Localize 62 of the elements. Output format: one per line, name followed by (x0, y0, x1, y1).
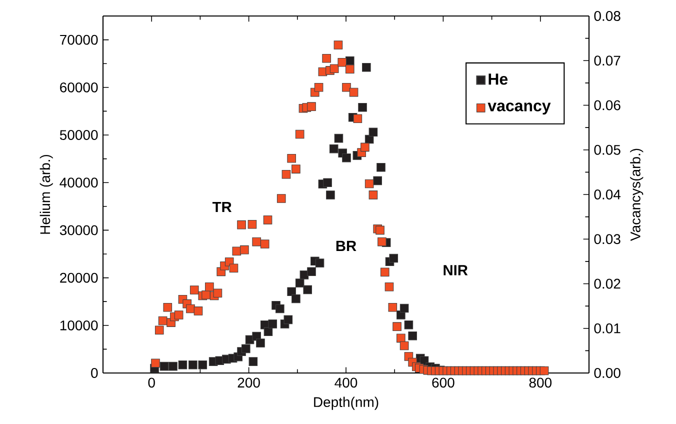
y-axis-title: Helium (arb.) (40, 154, 53, 234)
y-tick-label: 70000 (60, 34, 98, 45)
y-tick-label: 10000 (60, 320, 98, 330)
point (292, 294, 300, 304)
point (198, 360, 208, 370)
point (307, 267, 316, 276)
y-tick-label: 20000 (60, 272, 98, 283)
point (160, 362, 169, 371)
y-tick-label: 50000 (60, 130, 98, 140)
y2-tick-label: 0.07 (594, 56, 620, 66)
point (389, 254, 398, 263)
point (373, 176, 382, 186)
point (334, 134, 344, 143)
y2-tick-label: 0.01 (594, 323, 620, 334)
y2-axis-title: Vacancys(arb.) (630, 148, 644, 241)
point (315, 258, 324, 268)
point (284, 315, 293, 324)
x-tick-label: 0 (148, 378, 155, 388)
legend-label: He (488, 74, 508, 85)
y2-tick-label: 0.00 (594, 368, 620, 378)
point (362, 63, 371, 72)
y-tick-label: 0 (91, 368, 98, 378)
y2-tick-label: 0.08 (594, 11, 620, 21)
x-tick-label: 800 (529, 378, 552, 388)
y-tick-label: 40000 (60, 178, 98, 188)
annotation: NIR (444, 265, 468, 276)
x-tick-label: 600 (432, 378, 454, 388)
annotation: BR (336, 240, 356, 251)
x-axis-title: Depth(nm) (314, 396, 378, 410)
point (268, 320, 278, 328)
point (241, 344, 250, 354)
point (323, 178, 332, 187)
annotation: TR (212, 202, 232, 212)
y2-tick-label: 0.02 (594, 278, 620, 289)
x-tick-label: 200 (238, 378, 260, 388)
point (276, 304, 284, 314)
point (264, 327, 273, 336)
point (188, 360, 198, 370)
point (404, 320, 414, 330)
y-tick-label: 30000 (60, 225, 98, 236)
point (400, 304, 409, 313)
y2-tick-label: 0.03 (594, 234, 620, 244)
point (326, 190, 335, 200)
point (329, 144, 338, 154)
point (376, 162, 386, 172)
point (295, 278, 304, 288)
legend-label: vacancy (488, 102, 551, 115)
point (358, 102, 367, 112)
y-tick-label: 60000 (60, 82, 98, 92)
point (178, 360, 188, 370)
point (303, 285, 312, 294)
y2-tick-label: 0.04 (594, 190, 621, 200)
x-tick-label: 400 (334, 378, 358, 388)
y2-tick-label: 0.06 (594, 100, 620, 110)
point (256, 338, 265, 348)
point (287, 287, 296, 296)
y2-tick-label: 0.05 (594, 144, 620, 155)
point (168, 362, 178, 371)
point (248, 357, 258, 366)
point (342, 153, 351, 162)
point (408, 331, 417, 340)
point (368, 128, 378, 137)
